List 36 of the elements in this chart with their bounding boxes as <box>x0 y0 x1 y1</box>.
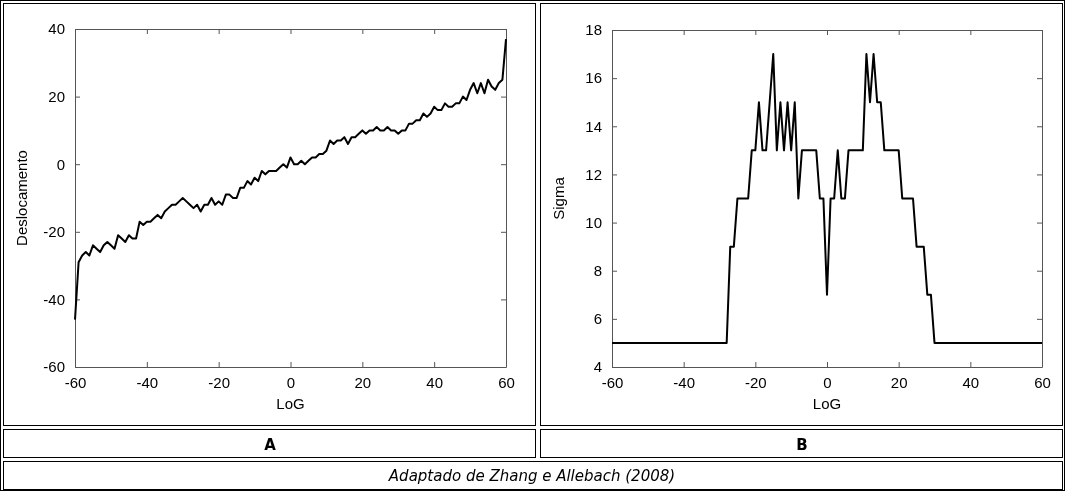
y-tick-label: 0 <box>56 155 65 173</box>
x-tick-label: 20 <box>890 373 908 391</box>
x-tick-label: 40 <box>962 373 980 391</box>
x-tick-label: -40 <box>136 373 159 391</box>
x-tick-label: -40 <box>673 373 696 391</box>
x-tick-label: -20 <box>744 373 767 391</box>
y-tick-label: 8 <box>593 262 602 280</box>
x-tick-label: 0 <box>823 373 832 391</box>
y-tick-label: 14 <box>585 117 602 135</box>
y-tick-label: -40 <box>43 290 65 308</box>
text: B <box>796 436 808 454</box>
x-tick-label: 60 <box>1034 373 1051 391</box>
x-tick-label: 60 <box>498 373 515 391</box>
x-tick-label: 0 <box>286 373 296 391</box>
y-tick-label: 16 <box>585 69 602 87</box>
text: A <box>264 436 277 454</box>
x-tick-label: -20 <box>208 373 231 391</box>
y-tick-label: -20 <box>43 223 65 241</box>
text: Adaptado de Zhang e Allebach (2008) <box>387 467 676 485</box>
y-tick-label: 18 <box>585 21 602 39</box>
line-series <box>611 53 1043 344</box>
x-tick-label: 40 <box>426 373 444 391</box>
y-tick-label: 6 <box>593 310 602 328</box>
y-tick-label: -60 <box>43 358 65 376</box>
y-axis-title: Deslocamento <box>13 150 30 246</box>
y-axis-title: Sigma <box>550 176 567 220</box>
x-tick-label: 20 <box>354 373 372 391</box>
y-tick-label: 10 <box>585 213 602 231</box>
y-tick-label: 12 <box>585 165 602 183</box>
y-tick-label: 4 <box>593 358 602 376</box>
x-axis-title: LoG <box>276 395 305 412</box>
x-axis-title: LoG <box>812 395 842 412</box>
y-tick-label: 40 <box>48 20 65 38</box>
x-tick-label: -60 <box>64 373 87 391</box>
y-tick-label: 20 <box>48 87 65 105</box>
line-series <box>74 38 507 321</box>
